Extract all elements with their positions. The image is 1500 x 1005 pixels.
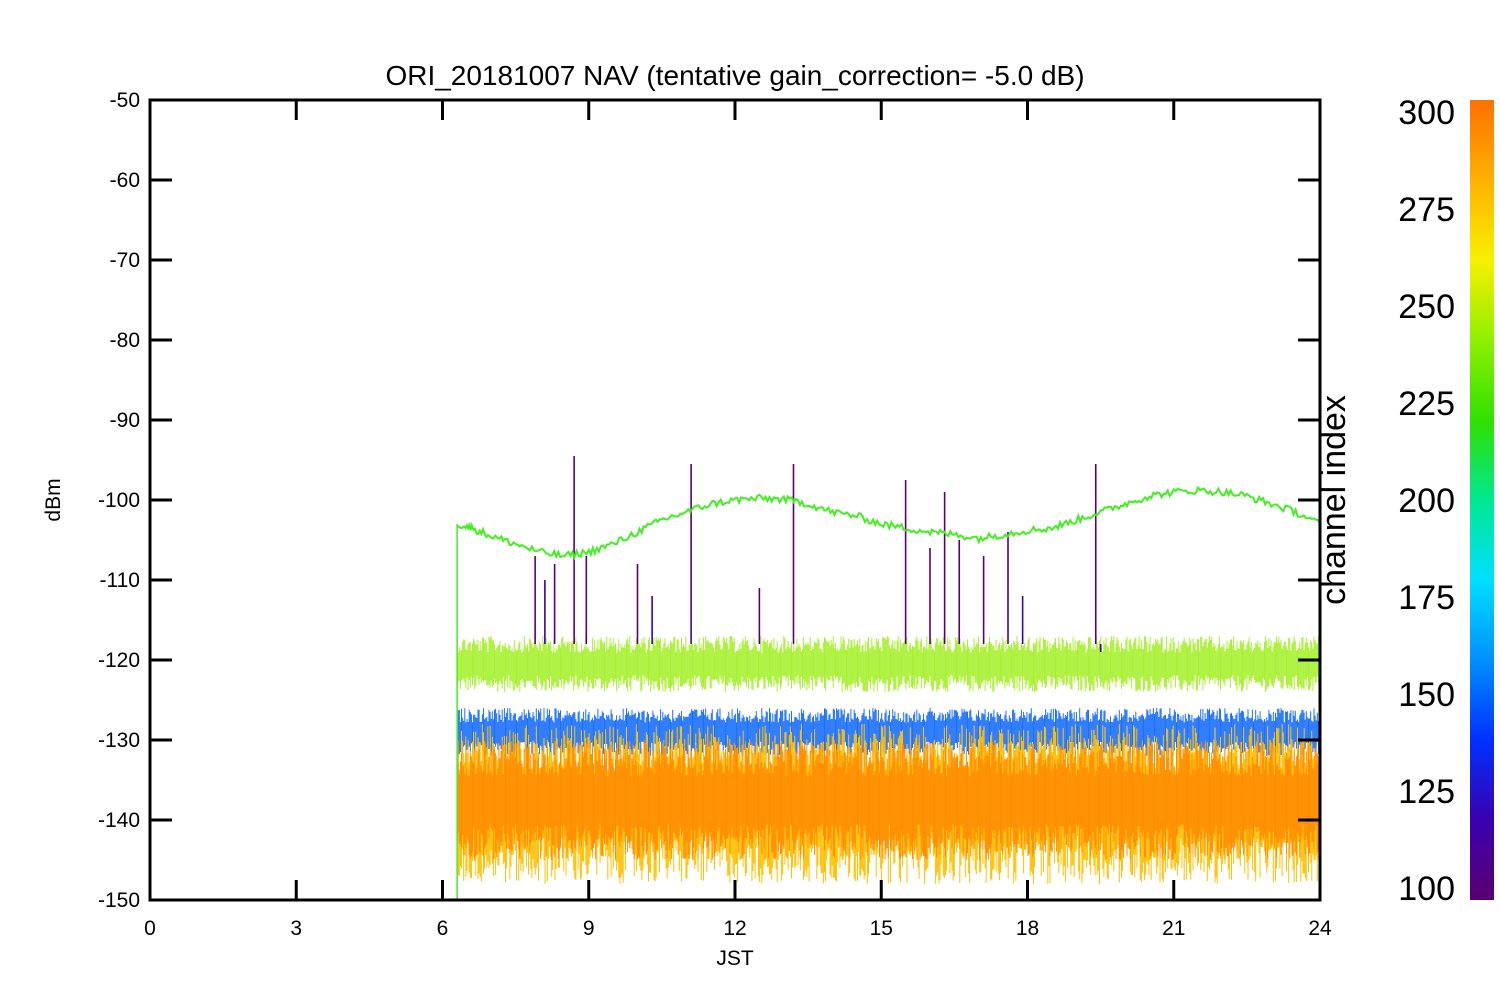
colorbar-tick-label: 175 xyxy=(1398,579,1455,617)
series-band-path xyxy=(456,636,1320,692)
y-tick-label: -90 xyxy=(110,409,140,432)
y-tick-label: -100 xyxy=(98,489,140,512)
x-tick-label: 15 xyxy=(870,917,893,940)
plot-area xyxy=(456,456,1320,900)
x-tick-label: 9 xyxy=(583,917,595,940)
y-tick-label: -60 xyxy=(110,169,140,192)
colorbar-tick-label: 200 xyxy=(1398,482,1455,520)
y-tick-label: -150 xyxy=(98,889,140,912)
series-line-240 xyxy=(456,485,1320,561)
colorbar-tick-label: 225 xyxy=(1398,385,1455,423)
y-tick-label: -70 xyxy=(110,249,140,272)
series-band-265 xyxy=(456,636,1320,692)
colorbar-tick-label: 150 xyxy=(1398,676,1455,714)
colorbar-tick-label: 100 xyxy=(1398,870,1455,908)
y-tick-label: -130 xyxy=(98,729,140,752)
x-tick-label: 0 xyxy=(144,917,156,940)
colorbar-tick-label: 125 xyxy=(1398,773,1455,811)
colorbar-tick-label: 300 xyxy=(1398,94,1455,132)
y-tick-label: -80 xyxy=(110,329,140,352)
colorbar-label: channel index xyxy=(1315,395,1353,605)
colorbar: 300 275 250 225 200 175 150 125 100 xyxy=(1398,94,1494,908)
x-tick-label: 24 xyxy=(1308,917,1332,940)
y-tick-label: -110 xyxy=(100,569,140,592)
x-tick-label: 12 xyxy=(723,917,746,940)
y-tick-label: -50 xyxy=(110,89,140,112)
x-tick-label: 18 xyxy=(1016,917,1039,940)
x-tick-label: 6 xyxy=(437,917,449,940)
colorbar-tick-label: 250 xyxy=(1398,288,1455,326)
colorbar-tick-label: 275 xyxy=(1398,191,1455,229)
x-tick-label: 3 xyxy=(290,917,302,940)
chart-title: ORI_20181007 NAV (tentative gain_correct… xyxy=(385,60,1084,91)
x-axis-label: JST xyxy=(716,947,754,970)
y-axis-label: dBm xyxy=(42,478,65,521)
y-tick-label: -120 xyxy=(98,649,140,672)
x-tick-label: 21 xyxy=(1162,917,1185,940)
y-tick-label: -140 xyxy=(98,809,140,832)
colorbar-gradient xyxy=(1470,100,1494,900)
axes: 0 3 6 9 12 15 18 21 24 -50 -60 -70 -80 -90 -100 -110 -12… xyxy=(98,89,1332,940)
